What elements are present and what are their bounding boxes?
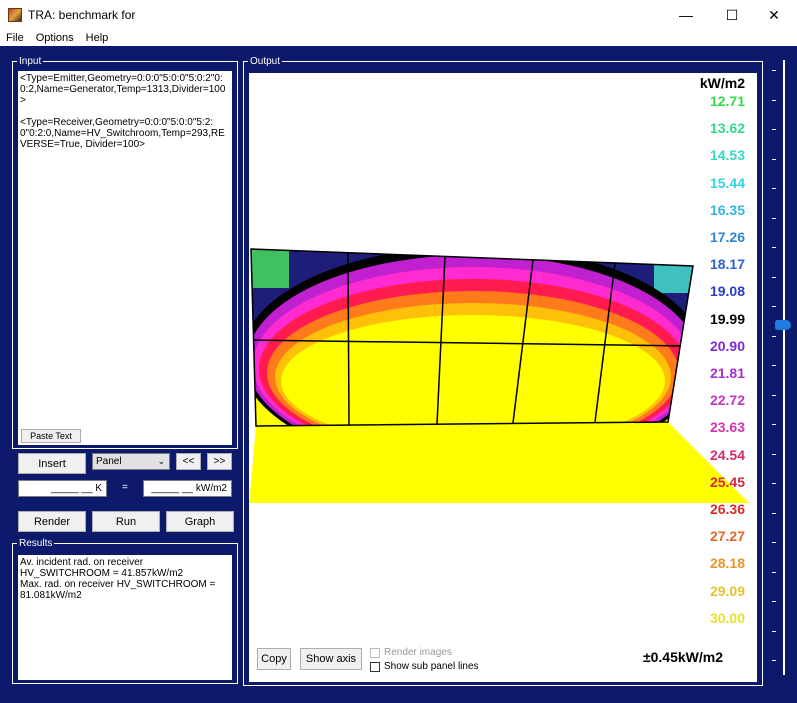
- slider-tick: [772, 660, 776, 661]
- zoom-slider-track[interactable]: [783, 60, 785, 675]
- slider-tick: [772, 365, 776, 366]
- scale-value: 26.36: [709, 501, 745, 517]
- menu-file[interactable]: File: [6, 32, 24, 44]
- slider-tick: [772, 158, 776, 160]
- render-images-checkbox[interactable]: [370, 647, 380, 658]
- results-legend: Results: [19, 538, 53, 549]
- scale-value: 16.35: [709, 201, 745, 218]
- panel-select-value: Panel: [96, 456, 122, 467]
- scale-value: 20.90: [709, 337, 745, 354]
- input-legend: Input: [19, 56, 42, 67]
- previous-button[interactable]: <<: [176, 453, 201, 470]
- results-group: Results: [12, 538, 238, 684]
- scale-value: 19.08: [709, 283, 745, 300]
- graph-button[interactable]: Graph: [166, 511, 234, 532]
- menu-options[interactable]: Options: [35, 32, 74, 44]
- kelvin-field[interactable]: _____ __ K: [18, 480, 107, 497]
- paste-text-button[interactable]: Paste Text: [21, 429, 81, 443]
- slider-tick: [772, 217, 776, 219]
- input-textarea[interactable]: <Type=Emitter,Geometry=0:0:0"5:0:0"5:0:2…: [18, 71, 232, 445]
- scale-value: 28.18: [709, 555, 745, 572]
- window-title: TRA: benchmark for: [28, 8, 136, 22]
- slider-tick: [772, 571, 776, 573]
- equals-label: =: [122, 482, 128, 493]
- slider-tick: [772, 247, 776, 248]
- slider-tick: [772, 601, 776, 602]
- wall-panel: [251, 249, 693, 426]
- slider-tick: [772, 512, 776, 514]
- panel-select[interactable]: Panel ⌄: [92, 453, 170, 470]
- slider-tick: [772, 70, 776, 71]
- output-group: Output: [243, 56, 763, 686]
- chevron-down-icon: ⌄: [157, 456, 165, 466]
- insert-button[interactable]: Insert: [18, 453, 86, 474]
- scale-value: 18.17: [709, 256, 745, 273]
- show-axis-button[interactable]: Show axis: [300, 648, 362, 670]
- scale-value: 12.71: [709, 93, 745, 109]
- slider-tick: [772, 99, 776, 101]
- render-button[interactable]: Render: [18, 511, 86, 532]
- slider-tick: [772, 394, 776, 396]
- scale-value: 14.53: [709, 147, 745, 164]
- slider-tick: [772, 453, 776, 455]
- copy-button[interactable]: Copy: [257, 648, 291, 670]
- slider-tick: [772, 276, 776, 278]
- scale-value: 29.09: [709, 582, 745, 599]
- scale-value: 22.72: [709, 392, 745, 409]
- app-icon: [8, 8, 22, 22]
- output-canvas[interactable]: kW/m2 12.71 13.62 14.53 15.44 16.35 17.26 18.1…: [249, 73, 757, 682]
- scale-value: 17.26: [709, 229, 745, 245]
- slider-tick: [772, 424, 776, 425]
- scale-value: 21.81: [709, 365, 745, 381]
- slider-tick: [772, 542, 776, 543]
- show-sub-panel-checkbox[interactable]: [370, 661, 380, 672]
- slider-tick: [772, 483, 776, 484]
- scale-value: 15.44: [709, 174, 745, 191]
- input-group: Input: [12, 56, 238, 449]
- slider-tick: [772, 630, 776, 632]
- tolerance-label: ±0.45kW/m2: [642, 649, 723, 665]
- close-button[interactable]: ✕: [768, 6, 780, 23]
- scale-value: 27.27: [709, 528, 745, 545]
- scale-value: 30.00: [709, 609, 745, 626]
- slider-tick: [772, 306, 776, 307]
- render-images-option[interactable]: Render images: [370, 647, 452, 658]
- scale-value: 19.99: [709, 310, 745, 327]
- menu-bar: File Options Help: [0, 30, 797, 46]
- next-button[interactable]: >>: [207, 453, 232, 470]
- render-view: [249, 248, 749, 503]
- flux-field[interactable]: _____ __ kW/m2: [143, 480, 232, 497]
- minimize-button[interactable]: —: [679, 7, 693, 23]
- scale-unit-label: kW/m2: [699, 75, 745, 91]
- title-bar: TRA: benchmark for — ☐ ✕: [0, 0, 797, 30]
- scale-value: 13.62: [709, 120, 745, 137]
- zoom-slider-thumb[interactable]: [775, 320, 791, 330]
- scale-value: 24.54: [709, 446, 745, 463]
- maximize-button[interactable]: ☐: [725, 6, 739, 23]
- scale-value: 23.63: [709, 419, 745, 436]
- slider-tick: [772, 188, 776, 189]
- floor-panel: [249, 422, 749, 503]
- show-sub-panel-label: Show sub panel lines: [384, 661, 479, 672]
- run-button[interactable]: Run: [92, 511, 160, 532]
- show-sub-panel-option[interactable]: Show sub panel lines: [370, 661, 479, 672]
- results-textarea[interactable]: Av. incident rad. on receiver HV_SWITCHR…: [18, 555, 232, 680]
- output-legend: Output: [250, 56, 281, 67]
- slider-tick: [772, 129, 776, 130]
- slider-tick: [772, 335, 776, 337]
- render-images-label: Render images: [384, 647, 452, 658]
- scale-value: 25.45: [709, 473, 745, 490]
- menu-help[interactable]: Help: [85, 32, 109, 44]
